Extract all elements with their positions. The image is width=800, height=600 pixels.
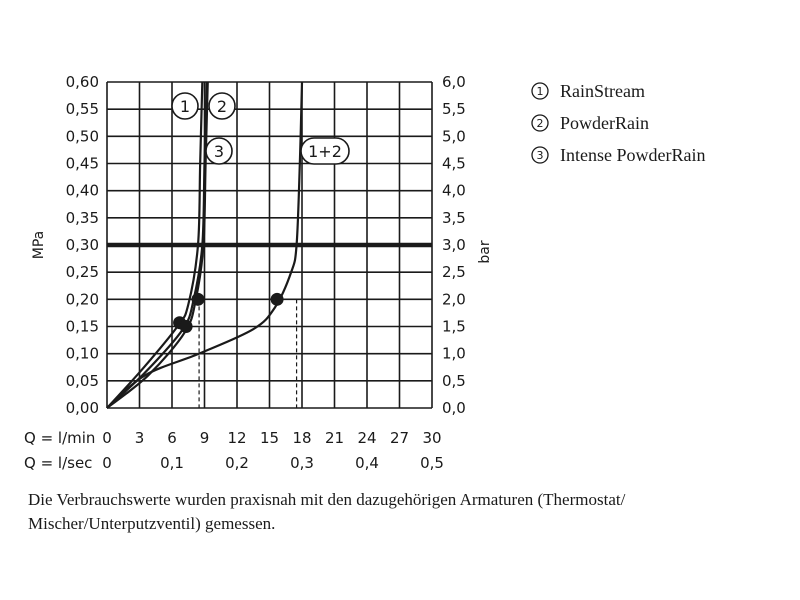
x-tick-label-lsec: 0,2 xyxy=(225,454,249,472)
chart: 1 23 1+2 0,000,050,100,150,200,250,300,350… xyxy=(24,73,705,472)
x-tick-label-lmin: 24 xyxy=(357,429,376,447)
x-axis-ticks: 0 3 6 9 12 15 18 21 24 27 30 0 0,1 0,2 0,3 0,4 0,5 xyxy=(102,429,444,472)
y2-tick-label: 1,5 xyxy=(442,318,466,336)
y-tick-label: 0,25 xyxy=(66,263,99,281)
y-tick-label: 0,10 xyxy=(66,345,99,363)
callout-badge xyxy=(300,137,350,165)
x-tick-label-lmin: 30 xyxy=(422,429,441,447)
y2-tick-label: 6,0 xyxy=(442,73,466,91)
callout-label: 3 xyxy=(214,142,224,161)
legend-number: 2 xyxy=(537,117,544,130)
x-tick-label-lmin: 18 xyxy=(292,429,311,447)
legend-label: Intense PowderRain xyxy=(560,145,705,165)
x-tick-label-lmin: 3 xyxy=(135,429,145,447)
y2-tick-label: 2,0 xyxy=(442,290,466,308)
point-1-plus-2 xyxy=(270,292,284,306)
y-tick-label: 0,50 xyxy=(66,127,99,145)
y-tick-label: 0,15 xyxy=(66,318,99,336)
callout-label: 1+2 xyxy=(308,142,342,161)
y2-tick-label: 1,0 xyxy=(442,345,466,363)
y2-tick-label: 5,0 xyxy=(442,127,466,145)
legend-label: RainStream xyxy=(560,81,645,101)
x-tick-label-lsec: 0,3 xyxy=(290,454,314,472)
callout-badge xyxy=(205,137,233,165)
x-tick-label-lmin: 9 xyxy=(200,429,210,447)
x-tick-label-lsec: 0,1 xyxy=(160,454,184,472)
legend-item: 3 Intense PowderRain xyxy=(531,145,705,165)
legend: 1 RainStream 2 PowderRain 3 Intense PowderRai… xyxy=(531,81,705,165)
legend-label: PowderRain xyxy=(560,113,649,133)
y2-tick-label: 3,5 xyxy=(442,209,466,227)
y-axis-ticks: 0,00 0,05 0,10 0,15 0,20 0,25 0,30 0,35 0,40 0,45… xyxy=(66,73,99,417)
y2-tick-label: 4,5 xyxy=(442,155,466,173)
x-tick-label-lsec: 0,5 xyxy=(420,454,444,472)
y-tick-label: 0,00 xyxy=(66,399,99,417)
legend-number: 1 xyxy=(537,85,544,98)
y-tick-label: 0,40 xyxy=(66,182,99,200)
legend-number: 3 xyxy=(537,149,544,162)
y2-tick-label: 3,0 xyxy=(442,236,466,254)
x-tick-label-lsec: 0,4 xyxy=(355,454,379,472)
grid xyxy=(106,81,433,409)
legend-item: 2 PowderRain xyxy=(531,113,649,133)
point-3 xyxy=(179,320,193,333)
callout-badge xyxy=(171,92,199,120)
caption: Die Verbrauchswerte wurden praxisnah mit… xyxy=(28,490,626,533)
y2-tick-label: 5,5 xyxy=(442,100,466,118)
x-tick-label-lmin: 15 xyxy=(260,429,279,447)
x-row2-label: Q = l/sec xyxy=(24,454,92,472)
y2-tick-label: 4,0 xyxy=(442,182,466,200)
x-tick-label-lmin: 12 xyxy=(227,429,246,447)
y-tick-label: 0,35 xyxy=(66,209,99,227)
legend-marker xyxy=(531,82,549,100)
y-tick-label: 0,05 xyxy=(66,372,99,390)
y-tick-label: 0,55 xyxy=(66,100,99,118)
x-tick-label-lmin: 21 xyxy=(325,429,344,447)
y-tick-label: 0,60 xyxy=(66,73,99,91)
y2-tick-label: 0,0 xyxy=(442,399,466,417)
callout-1: 1 xyxy=(171,92,199,120)
callout-label: 2 xyxy=(217,97,227,116)
y-tick-label: 0,45 xyxy=(66,155,99,173)
x-tick-label-lmin: 0 xyxy=(102,429,112,447)
x-tick-label-lmin: 6 xyxy=(167,429,177,447)
callout-3: 3 xyxy=(205,137,233,165)
x-row1-label: Q = l/min xyxy=(24,429,95,447)
legend-item: 1 RainStream xyxy=(531,81,645,101)
y-tick-label: 0,20 xyxy=(66,290,99,308)
legend-marker xyxy=(531,146,549,164)
legend-marker xyxy=(531,114,549,132)
curve-1 xyxy=(106,81,204,409)
callout-1-plus-2: 1+2 xyxy=(300,137,350,165)
x-tick-label-lsec: 0 xyxy=(102,454,112,472)
y-tick-label: 0,30 xyxy=(66,236,99,254)
y2-axis-ticks: 0,0 0,5 1,0 1,5 2,0 2,5 3,0 3,5 4,0 4,5 5,0 5,5 6,0 xyxy=(442,73,466,417)
callout-badge xyxy=(208,92,236,120)
y2-tick-label: 2,5 xyxy=(442,263,466,281)
callout-label: 1 xyxy=(180,97,190,116)
curve-points xyxy=(173,292,284,333)
curve-callouts: 1 2 3 1+2 xyxy=(171,92,350,165)
y-axis-label-left: MPa xyxy=(31,231,47,259)
y-axis-label-right: bar xyxy=(477,240,493,263)
y2-tick-label: 0,5 xyxy=(442,372,466,390)
x-tick-label-lmin: 27 xyxy=(390,429,409,447)
point-2 xyxy=(191,292,205,306)
callout-2: 2 xyxy=(208,92,236,120)
